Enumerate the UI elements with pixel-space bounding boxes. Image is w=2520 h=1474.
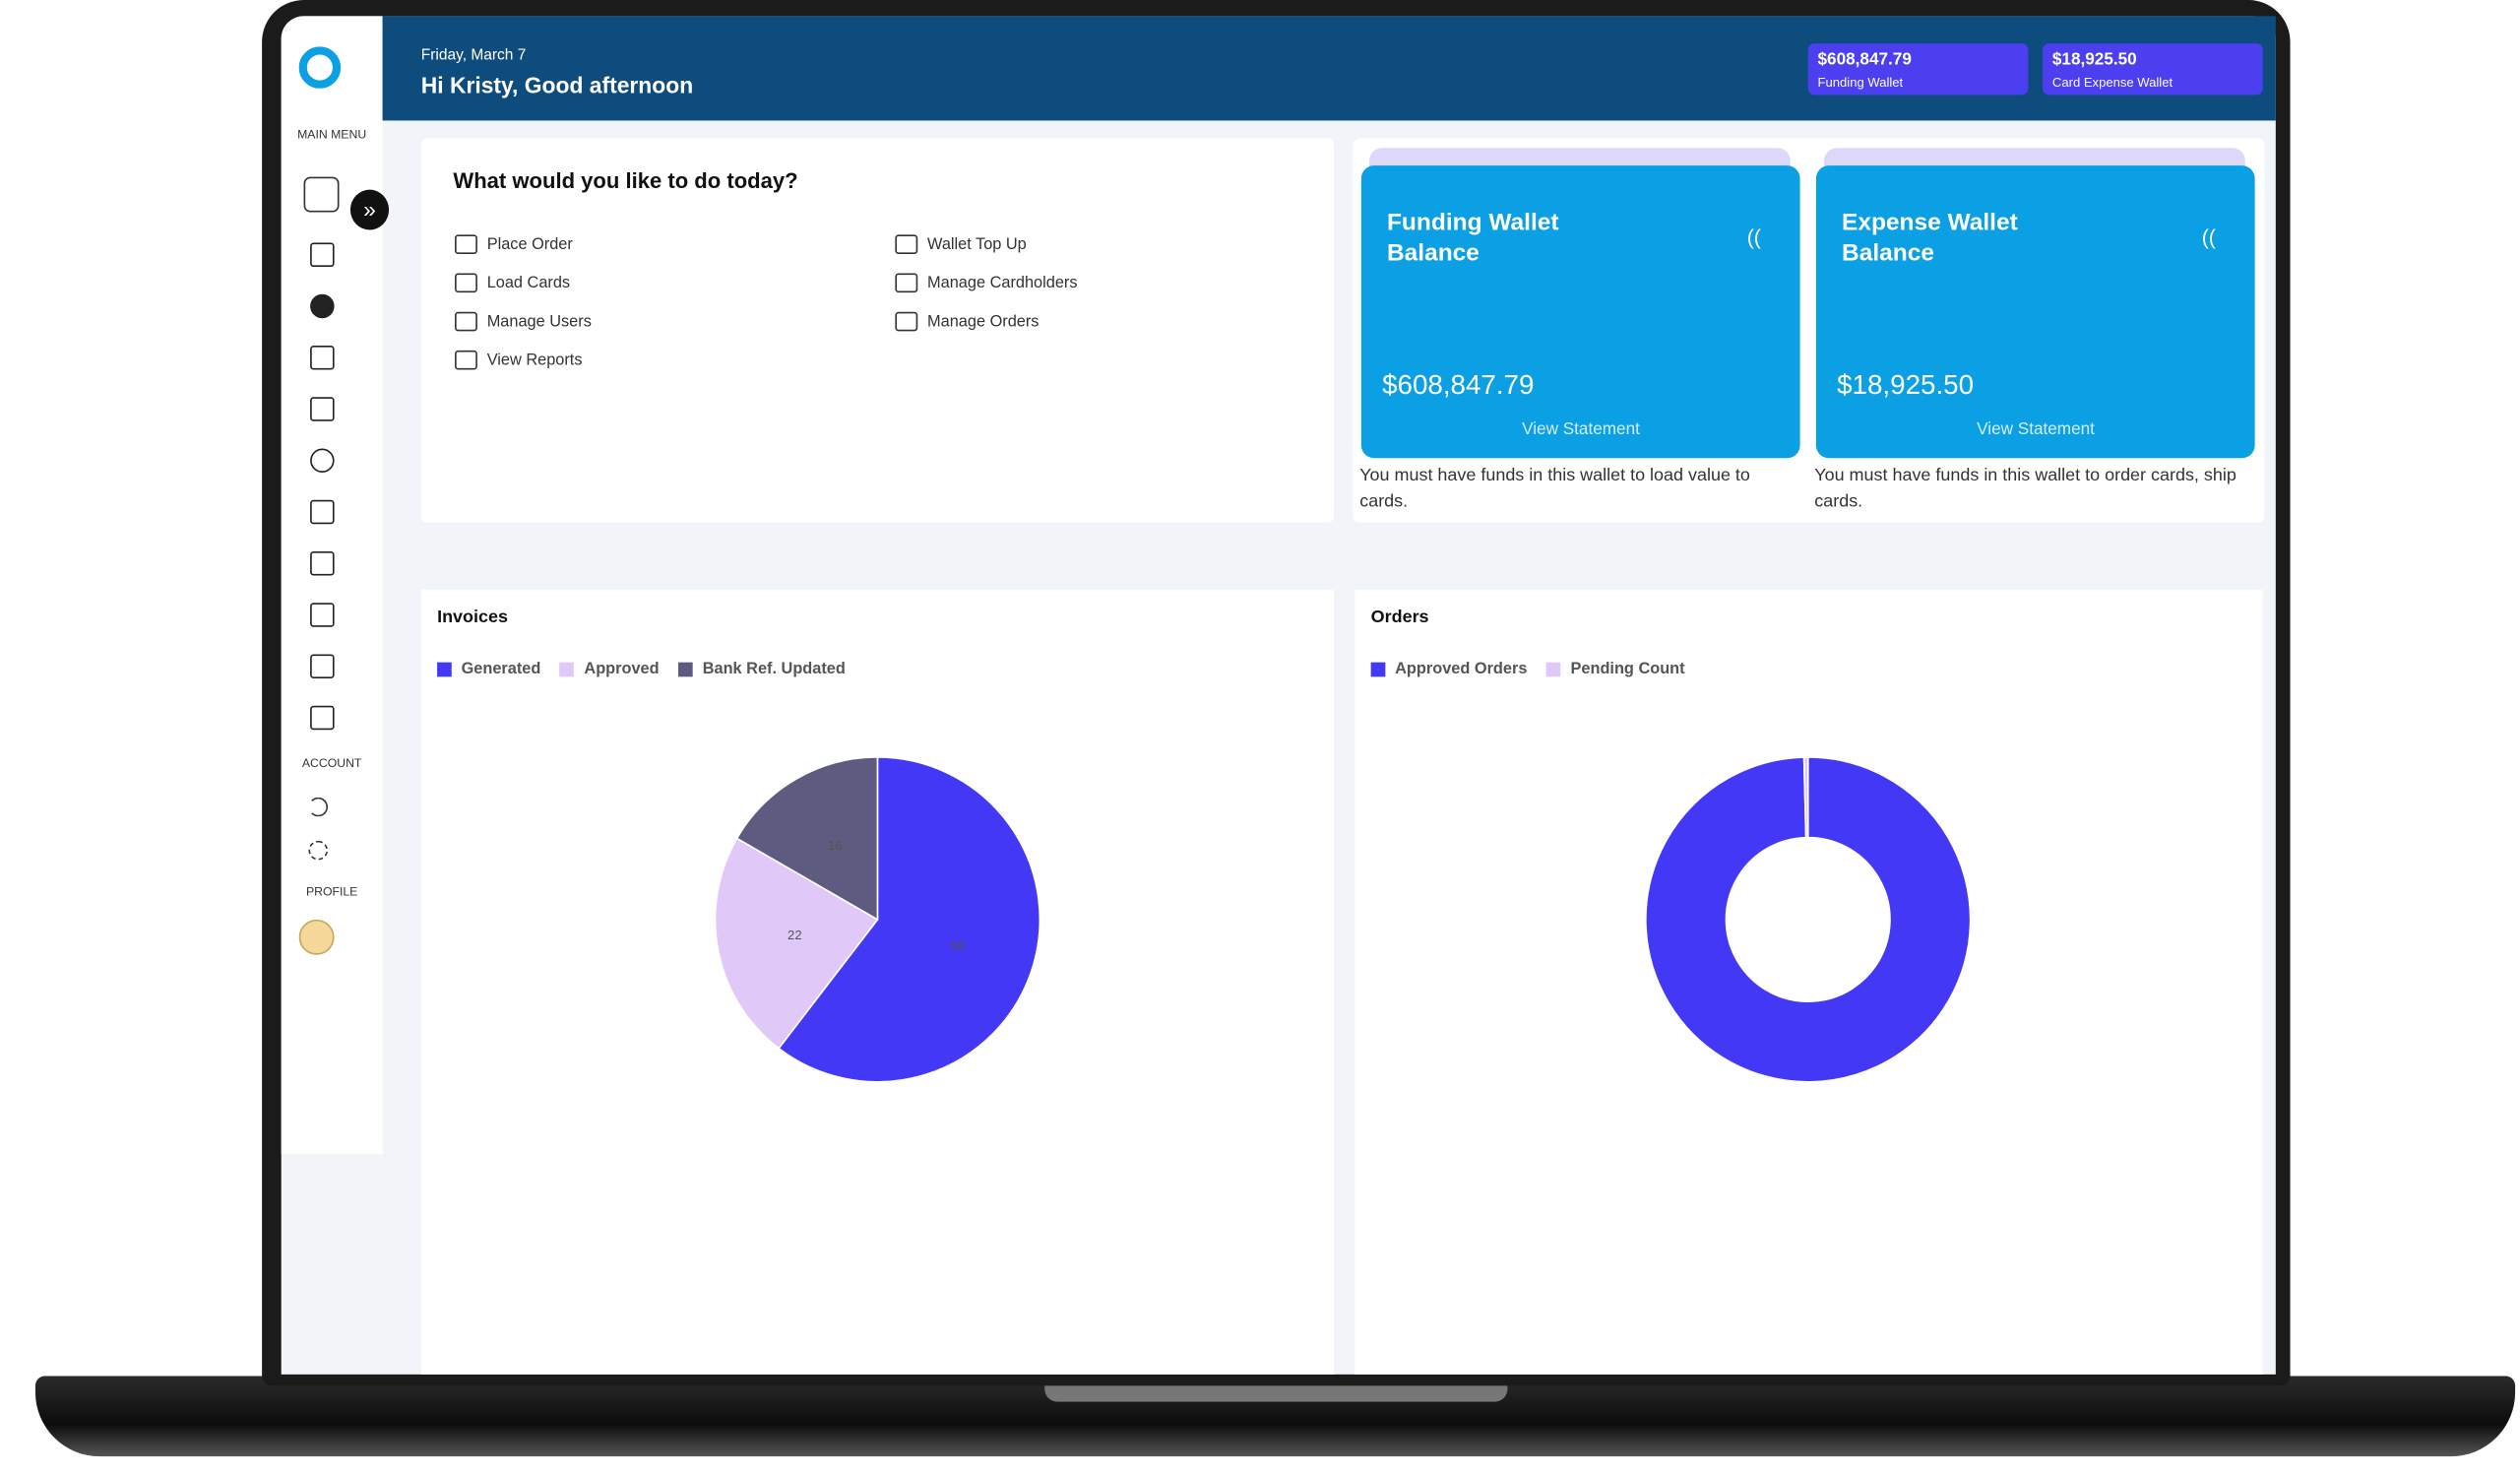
legend-swatch	[678, 662, 693, 677]
slice	[1645, 756, 1972, 1083]
account-label: ACCOUNT	[301, 755, 362, 771]
action-link[interactable]: Place Order	[455, 234, 573, 254]
chip-amount: $608,847.79	[1817, 49, 1912, 70]
header-date: Friday, March 7	[420, 46, 527, 65]
action-text: Wallet Top Up	[927, 235, 1027, 254]
view-statement[interactable]: View Statement	[1977, 419, 2095, 439]
expense-chip[interactable]: $18,925.50 Card Expense Wallet	[2043, 43, 2263, 96]
logo	[298, 46, 342, 89]
legend-label[interactable]: Approved Orders	[1395, 661, 1528, 678]
action-text: Manage Cardholders	[927, 274, 1078, 292]
actions-title: What would you like to do today?	[453, 168, 798, 193]
chart: 58 22 16	[714, 756, 1041, 1083]
actions-panel	[420, 138, 1335, 523]
wallet-title: Expense Wallet Balance	[1842, 209, 2018, 268]
wallet-note: You must have funds in this wallet to lo…	[1359, 466, 1750, 512]
chip-amount: $18,925.50	[2051, 49, 2137, 70]
contactless-icon: ((	[2201, 224, 2216, 250]
action-text: Place Order	[486, 235, 573, 254]
nav-icon[interactable]	[310, 550, 335, 576]
action-icon	[895, 273, 918, 293]
dashboard-icon[interactable]	[303, 176, 340, 213]
action-text: Manage Orders	[927, 312, 1040, 331]
action-link[interactable]: Manage Orders	[895, 311, 1040, 332]
nav-icon[interactable]	[310, 603, 335, 627]
legend-swatch	[1370, 662, 1386, 677]
nav-icon[interactable]	[310, 448, 335, 473]
nav-icon[interactable]	[310, 397, 335, 421]
nav-icon[interactable]	[310, 293, 335, 319]
expand-button[interactable]: »	[349, 189, 390, 230]
action-icon	[455, 350, 477, 370]
legend: Generated Approved Bank Ref. Updated	[437, 661, 855, 678]
chart-title: Orders	[1370, 608, 1429, 627]
menu-label: MAIN MENU	[297, 126, 367, 142]
chip-label: Funding Wallet	[1817, 75, 1904, 91]
nav-icon[interactable]	[310, 346, 335, 370]
view-statement[interactable]: View Statement	[1522, 419, 1640, 439]
wallet-card	[1360, 165, 1800, 459]
slice-label: 16	[828, 838, 843, 853]
nav-icon[interactable]	[310, 705, 335, 731]
chip-label: Card Expense Wallet	[2051, 75, 2174, 91]
slice-label: 22	[788, 928, 802, 942]
chart-title: Invoices	[437, 608, 508, 627]
legend-label[interactable]: Bank Ref. Updated	[702, 661, 846, 678]
action-link[interactable]: Wallet Top Up	[895, 234, 1027, 254]
action-icon	[455, 311, 477, 332]
action-icon	[895, 234, 918, 254]
action-icon	[895, 311, 918, 332]
settings-icon[interactable]	[308, 840, 329, 861]
action-text: Load Cards	[486, 274, 571, 292]
avatar[interactable]	[298, 919, 335, 955]
legend-label[interactable]: Pending Count	[1570, 661, 1685, 678]
action-icon	[455, 273, 477, 293]
legend-swatch	[1546, 662, 1561, 677]
action-icon	[455, 234, 477, 254]
header-greeting: Hi Kristy, Good afternoon	[420, 72, 694, 98]
orders-panel	[1354, 590, 2263, 1375]
wallet-amount: $18,925.50	[1837, 369, 1975, 401]
nav-icon[interactable]	[310, 242, 335, 268]
profile-label: PROFILE	[305, 883, 358, 899]
action-link[interactable]: View Reports	[455, 350, 583, 370]
legend-label[interactable]: Approved	[584, 661, 660, 678]
action-text: View Reports	[486, 351, 583, 369]
action-text: Manage Users	[486, 312, 592, 331]
slice	[1802, 756, 1809, 839]
slice	[735, 756, 879, 922]
action-link[interactable]: Load Cards	[455, 273, 571, 293]
wallet-amount: $608,847.79	[1382, 369, 1535, 401]
wallet-title: Funding Wallet Balance	[1386, 209, 1559, 268]
legend-swatch	[559, 662, 575, 677]
contactless-icon: ((	[1746, 224, 1761, 250]
funding-chip[interactable]: $608,847.79 Funding Wallet	[1807, 43, 2029, 96]
wallet-note: You must have funds in this wallet to or…	[1814, 466, 2236, 512]
action-link[interactable]: Manage Users	[455, 311, 592, 332]
legend-label[interactable]: Generated	[461, 661, 541, 678]
slice	[714, 837, 879, 1050]
nav-icon[interactable]	[310, 499, 335, 525]
legend-swatch	[437, 662, 452, 677]
logout-icon[interactable]	[308, 797, 329, 817]
chart	[1645, 756, 1972, 1083]
action-link[interactable]: Manage Cardholders	[895, 273, 1078, 293]
slice	[777, 756, 1041, 1083]
wallet-card	[1815, 165, 2255, 459]
nav-icon[interactable]	[310, 654, 335, 678]
slice-label: 58	[950, 938, 965, 953]
legend: Approved Orders Pending Count	[1370, 661, 1695, 678]
